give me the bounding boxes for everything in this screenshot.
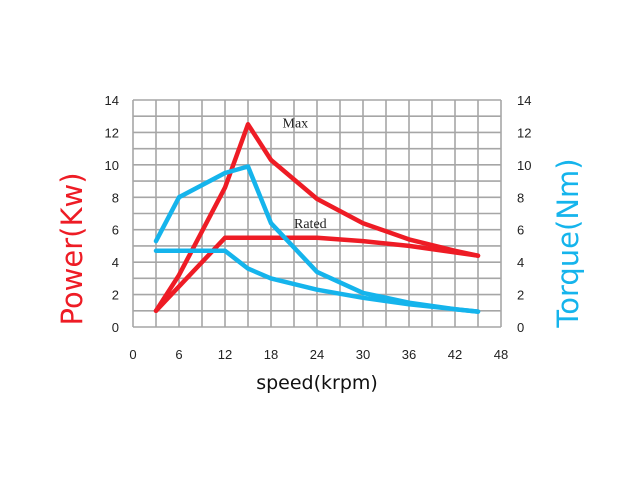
y-left-tick-label: 12 <box>105 125 119 140</box>
y-left-tick-label: 2 <box>112 288 119 303</box>
y-right-tick-label: 10 <box>517 158 531 173</box>
y-right-tick-label: 0 <box>517 320 524 335</box>
y-left-tick-label: 4 <box>112 255 119 270</box>
y-axis-right-label: Torque(Nm) <box>551 158 585 328</box>
y-left-tick-label: 8 <box>112 190 119 205</box>
series-line-1 <box>153 235 481 314</box>
x-axis-label: speed(krpm) <box>256 372 378 394</box>
y-right-tick-label: 14 <box>517 93 531 108</box>
y-left-tick-label: 10 <box>105 158 119 173</box>
x-tick-label: 24 <box>310 347 324 362</box>
series-layer <box>153 122 481 314</box>
y-right-tick-label: 2 <box>517 288 524 303</box>
x-tick-label: 48 <box>494 347 508 362</box>
x-tick-label: 12 <box>218 347 232 362</box>
annotation-label: Max <box>283 117 309 132</box>
y-left-tick-label: 14 <box>105 93 119 108</box>
y-right-tick-label: 12 <box>517 125 531 140</box>
y-left-tick-label: 6 <box>112 223 119 238</box>
x-tick-label: 18 <box>264 347 278 362</box>
annotations: Max Rated <box>283 117 327 233</box>
series-line-3 <box>153 248 481 314</box>
x-tick-label: 42 <box>448 347 462 362</box>
x-tick-label: 36 <box>402 347 416 362</box>
x-tick-label: 0 <box>129 347 136 362</box>
y-right-tick-label: 4 <box>517 255 524 270</box>
y-axis-left-label: Power(Kw) <box>55 172 89 325</box>
y-right-tick-label: 8 <box>517 190 524 205</box>
series-line-0 <box>153 122 481 314</box>
grid <box>132 99 502 328</box>
x-tick-label: 6 <box>175 347 182 362</box>
y-left-tick-label: 0 <box>112 320 119 335</box>
x-tick-label: 30 <box>356 347 370 362</box>
annotation-label: Rated <box>294 217 327 232</box>
y-right-tick-label: 6 <box>517 223 524 238</box>
